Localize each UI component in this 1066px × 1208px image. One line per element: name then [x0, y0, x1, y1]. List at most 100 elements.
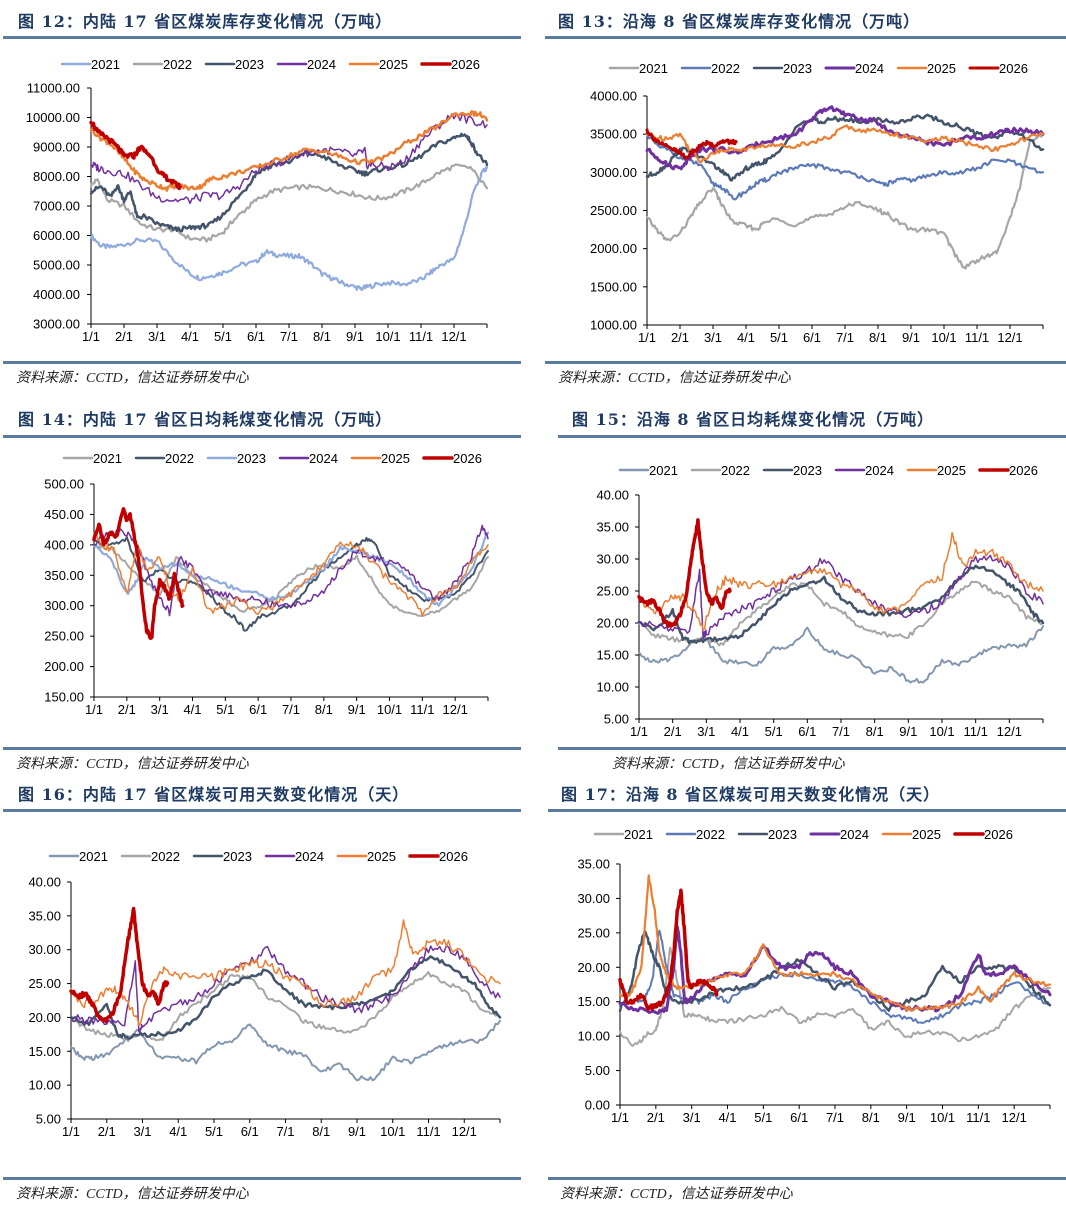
y-tick-label: 3000.00 — [590, 165, 637, 180]
x-tick-label: 8/1 — [312, 1124, 330, 1139]
x-tick-label: 1/1 — [85, 702, 103, 717]
series-line-2022 — [89, 163, 489, 243]
legend-label-2021: 2021 — [93, 451, 122, 466]
x-tick-label: 3/1 — [148, 329, 166, 344]
x-tick-label: 7/1 — [282, 702, 300, 717]
legend-label-2022: 2022 — [151, 849, 180, 864]
x-tick-label: 1/1 — [630, 724, 648, 739]
source-rule — [3, 1177, 521, 1180]
x-tick-label: 6/1 — [798, 724, 816, 739]
legend-label-2021: 2021 — [624, 827, 653, 842]
legend-label-2026: 2026 — [439, 849, 468, 864]
y-tick-label: 8000.00 — [33, 169, 80, 184]
legend-label-2023: 2023 — [237, 451, 266, 466]
x-tick-label: 3/1 — [151, 702, 169, 717]
x-tick-label: 10/1 — [930, 1110, 955, 1125]
series-line-2024 — [70, 944, 501, 1034]
x-tick-label: 6/1 — [803, 330, 821, 345]
series-line-2024 — [93, 524, 489, 617]
y-tick-label: 250.00 — [44, 629, 84, 644]
y-tick-label: 0.00 — [585, 1098, 610, 1113]
series-line-2025 — [645, 124, 1045, 164]
y-tick-label: 9000.00 — [33, 140, 80, 155]
y-tick-label: 3500.00 — [590, 127, 637, 142]
legend-label-2024: 2024 — [865, 463, 894, 478]
y-tick-label: 20.00 — [577, 960, 610, 975]
legend-label-2026: 2026 — [984, 827, 1013, 842]
source-note: 资料来源：CCTD，信达证券研发中心 — [558, 371, 791, 386]
series-line-2021 — [70, 1019, 501, 1082]
legend-label-2026: 2026 — [451, 57, 480, 72]
x-tick-label: 11/1 — [966, 1110, 990, 1125]
y-tick-label: 30.00 — [28, 942, 61, 957]
series-line-2023 — [637, 564, 1045, 645]
series-line-2024 — [618, 925, 1052, 1015]
x-tick-label: 3/1 — [683, 1110, 701, 1125]
y-tick-label: 200.00 — [44, 659, 84, 674]
legend-label-2021: 2021 — [91, 57, 120, 72]
y-tick-label: 11000.00 — [27, 81, 80, 96]
legend-label-2022: 2022 — [165, 451, 194, 466]
y-tick-label: 5.00 — [585, 1063, 610, 1078]
source-rule — [558, 747, 1066, 750]
y-tick-label: 35.00 — [577, 857, 610, 872]
legend-label-2026: 2026 — [999, 61, 1028, 76]
legend-label-2024: 2024 — [295, 849, 324, 864]
fig12-chart: 3000.00 4000.00 5000.00 6000.00 7000.00 8000.… — [26, 57, 489, 344]
x-tick-label: 12/1 — [452, 1124, 477, 1139]
x-tick-label: 2/1 — [647, 1110, 665, 1125]
title-rule — [545, 36, 1066, 39]
y-tick-label: 5000.00 — [33, 258, 80, 273]
y-tick-label: 10.00 — [577, 1029, 610, 1044]
y-tick-label: 4000.00 — [33, 287, 80, 302]
series-line-2025 — [618, 874, 1052, 1012]
y-tick-label: 25.00 — [28, 976, 61, 991]
x-tick-label: 5/1 — [754, 1110, 772, 1125]
series-line-2026 — [618, 888, 719, 1011]
y-tick-label: 25.00 — [577, 925, 610, 940]
series-line-2026 — [92, 507, 185, 640]
figure-title: 图 15：沿海 8 省区日均耗煤变化情况（万吨） — [572, 410, 935, 429]
x-tick-label: 7/1 — [832, 724, 850, 739]
x-tick-label: 9/1 — [898, 1110, 916, 1125]
x-tick-label: 12/1 — [1002, 1110, 1027, 1125]
x-tick-label: 12/1 — [997, 330, 1022, 345]
x-tick-label: 2/1 — [115, 329, 133, 344]
x-tick-label: 6/1 — [247, 329, 265, 344]
series-line-2024 — [645, 105, 1045, 171]
x-tick-label: 4/1 — [737, 330, 755, 345]
x-tick-label: 1/1 — [82, 329, 100, 344]
legend-label-2025: 2025 — [937, 463, 966, 478]
fig15-chart: 5.00 10.00 15.00 20.00 25.00 30.00 35.00 40.00 1… — [596, 463, 1045, 739]
y-tick-label: 6000.00 — [33, 228, 80, 243]
x-tick-label: 12/1 — [997, 724, 1022, 739]
title-rule — [558, 435, 1066, 438]
legend-label-2023: 2023 — [223, 849, 252, 864]
y-tick-label: 300.00 — [44, 598, 84, 613]
y-tick-label: 40.00 — [596, 488, 629, 503]
series-line-2024 — [638, 554, 1044, 640]
x-tick-label: 9/1 — [902, 330, 920, 345]
series-line-2023 — [618, 930, 1052, 1013]
y-tick-label: 15.00 — [28, 1044, 61, 1059]
x-tick-label: 5/1 — [205, 1124, 223, 1139]
x-tick-label: 11/1 — [416, 1124, 440, 1139]
x-tick-label: 4/1 — [181, 329, 199, 344]
y-tick-label: 35.00 — [28, 908, 61, 923]
y-tick-label: 20.00 — [596, 616, 629, 631]
x-tick-label: 8/1 — [315, 702, 333, 717]
x-tick-label: 4/1 — [169, 1124, 187, 1139]
y-tick-label: 35.00 — [596, 520, 629, 535]
source-note: 资料来源：CCTD，信达证券研发中心 — [16, 371, 249, 386]
y-tick-label: 15.00 — [577, 994, 610, 1009]
y-tick-label: 2500.00 — [590, 203, 637, 218]
legend-label-2025: 2025 — [379, 57, 408, 72]
y-tick-label: 30.00 — [577, 891, 610, 906]
legend-label-2023: 2023 — [783, 61, 812, 76]
fig13-chart: 1000.00 1500.00 2000.00 2500.00 3000.00 3500.… — [590, 61, 1045, 345]
x-tick-label: 11/1 — [963, 724, 987, 739]
x-tick-label: 8/1 — [313, 329, 331, 344]
legend-label-2026: 2026 — [1009, 463, 1038, 478]
x-tick-label: 11/1 — [409, 329, 433, 344]
